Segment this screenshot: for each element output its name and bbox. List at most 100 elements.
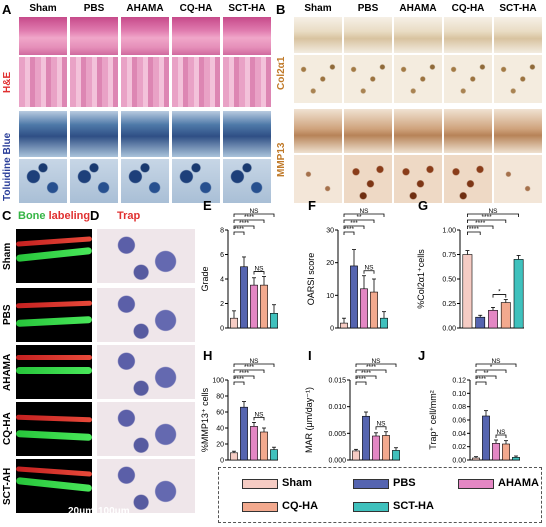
bar <box>250 426 258 461</box>
significance-label: **** <box>344 226 355 233</box>
trap-stain-image <box>96 344 196 400</box>
legend-label-sct-ha: SCT-HA <box>393 500 434 512</box>
legend-swatch <box>353 479 389 489</box>
legend-box <box>218 467 542 523</box>
mmp13-overview-image <box>443 108 493 154</box>
significance-bracket <box>467 231 481 235</box>
he-zoom-image <box>171 56 221 108</box>
bar <box>500 302 511 329</box>
significance-bracket <box>363 270 375 274</box>
mmp13-zoom-image <box>343 154 393 204</box>
mmp13-overview-image <box>343 108 393 154</box>
bar <box>488 310 498 329</box>
y-tick-label: 0.00 <box>452 458 466 465</box>
bar <box>250 284 258 329</box>
panel-label-a: A <box>2 2 12 17</box>
panel-c-title-labeling: labeling <box>48 210 91 222</box>
significance-bracket <box>233 375 255 379</box>
significance-bracket <box>475 369 507 373</box>
bar <box>382 435 390 461</box>
trap-stain-image <box>96 401 196 457</box>
y-tick-label: 20 <box>216 442 224 449</box>
y-axis-label: Trap⁺ cell/mm² <box>428 390 438 449</box>
y-tick-label: 0.04 <box>452 431 466 438</box>
y-tick-label: 10 <box>326 293 334 300</box>
legend-swatch <box>458 479 494 489</box>
bar <box>370 291 378 329</box>
significance-bracket <box>467 213 519 217</box>
panel-label-c: C <box>2 208 12 223</box>
significance-label: ** <box>483 370 489 377</box>
toluidine-zoom-image <box>18 158 68 204</box>
col2a1-overview-image <box>393 16 443 54</box>
legend-swatch <box>242 502 278 512</box>
he-overview-image <box>69 16 119 56</box>
significance-label: **** <box>476 376 487 383</box>
significance-label: **** <box>244 364 255 371</box>
y-tick-label: 30 <box>326 228 334 235</box>
toluidine-overview-image <box>171 110 221 158</box>
bar <box>502 443 510 461</box>
y-tick-label: 2 <box>220 301 224 308</box>
y-tick-label: 0.005 <box>328 431 346 438</box>
y-tick-label: 0.50 <box>442 277 456 284</box>
y-tick-label: 60 <box>216 410 224 417</box>
panel-label-j: J <box>418 348 425 363</box>
col2a1-zoom-image <box>443 54 493 104</box>
calcein-green-band <box>16 367 92 374</box>
bar <box>512 457 520 461</box>
significance-bracket <box>355 375 377 379</box>
significance-label: **** <box>366 364 377 371</box>
toluidine-overview-image <box>69 110 119 158</box>
significance-label: **** <box>244 214 255 221</box>
legend-swatch <box>242 479 278 489</box>
significance-bracket <box>233 231 245 235</box>
y-tick-label: 0 <box>220 326 224 333</box>
he-overview-image <box>18 16 68 56</box>
significance-label: NS <box>488 208 498 215</box>
bar <box>350 265 358 329</box>
y-tick-label: 8 <box>220 228 224 235</box>
y-tick-label: 0.00 <box>442 326 456 333</box>
significance-label: * <box>490 364 493 371</box>
significance-bracket <box>233 225 255 229</box>
significance-label: NS <box>376 421 386 428</box>
panel-label-f: F <box>308 198 316 213</box>
significance-bracket <box>475 363 517 367</box>
significance-bracket <box>355 363 397 367</box>
trap-stain-image <box>96 287 196 343</box>
significance-label: **** <box>234 376 245 383</box>
toluidine-overview-image <box>120 110 170 158</box>
bar <box>492 443 500 461</box>
bar <box>372 435 380 461</box>
significance-label: **** <box>482 214 493 221</box>
significance-bracket <box>253 271 265 275</box>
toluidine-zoom-image <box>69 158 119 204</box>
significance-bracket <box>343 231 355 235</box>
y-axis-label: %Col2α1⁺cells <box>416 249 426 309</box>
legend-label-pbs: PBS <box>393 477 416 489</box>
bone-labeling-image <box>15 401 93 457</box>
y-axis-label: Grade <box>200 266 210 291</box>
mmp13-overview-image <box>493 108 543 154</box>
panel-b-col-ahama: AHAMA <box>399 3 437 14</box>
mmp13-zoom-image <box>493 154 543 204</box>
panel-label-g: G <box>418 198 428 213</box>
bar <box>472 457 480 461</box>
legend-label-sham: Sham <box>282 477 312 489</box>
he-overview-image <box>222 16 272 56</box>
legend-label-ahama: AHAMA <box>498 477 539 489</box>
significance-label: NS <box>371 358 381 365</box>
chart-g: G0.000.250.500.751.00%Col2α1⁺cellsNS****… <box>416 198 524 333</box>
alizarin-red-band <box>16 355 92 360</box>
significance-bracket <box>343 225 365 229</box>
significance-bracket <box>375 426 387 430</box>
mmp13-overview-image <box>293 108 343 154</box>
panel-b-col-cq-ha: CQ-HA <box>451 3 485 14</box>
bar <box>270 449 278 461</box>
col2a1-overview-image <box>493 16 543 54</box>
panel-a-col-cq-ha: CQ-HA <box>179 3 213 14</box>
bone-labeling-image <box>15 228 93 284</box>
